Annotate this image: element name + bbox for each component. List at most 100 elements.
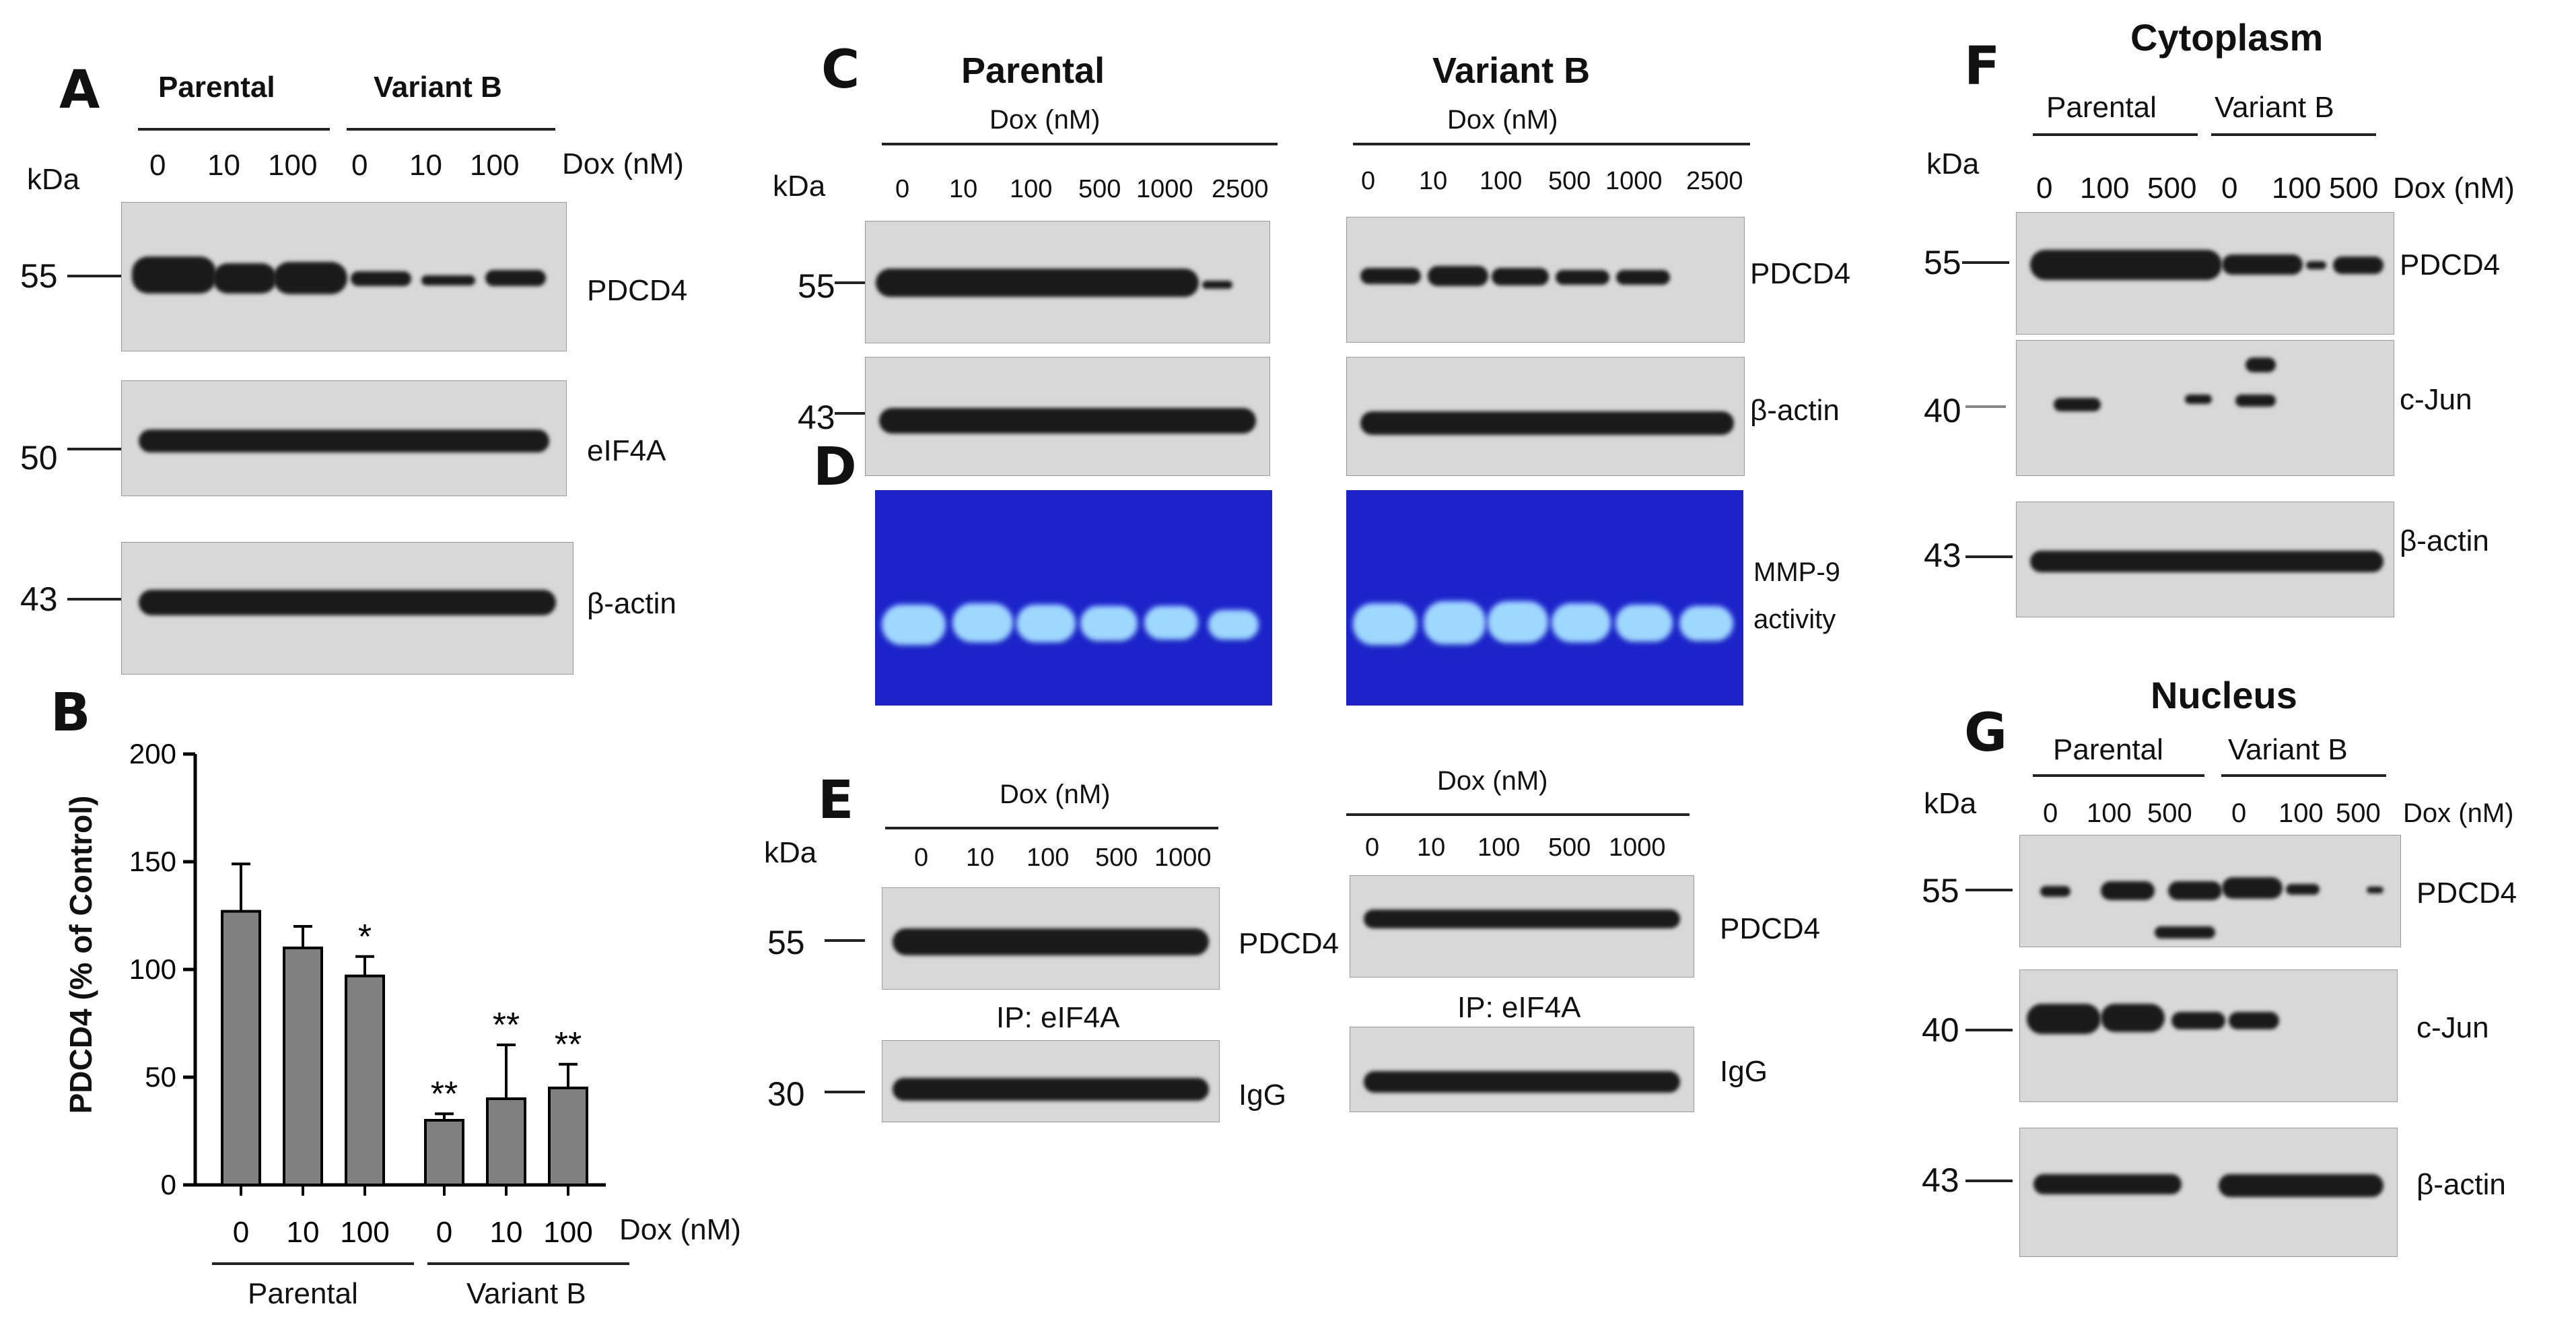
lane-label: 0 (2043, 798, 2058, 828)
protein-label: β-actin (2400, 524, 2489, 557)
protein-label: eIF4A (587, 434, 666, 467)
lane-label: 10 (949, 175, 978, 203)
lane-label: 0 (351, 149, 368, 182)
significance-label: * (358, 918, 372, 957)
band (1556, 270, 1609, 285)
blot-beta-actin (121, 542, 573, 675)
band (2246, 357, 2276, 372)
band (2306, 261, 2326, 269)
blot-pdcd4-parental (865, 221, 1270, 343)
bar (345, 974, 385, 1186)
protein-label: c-Jun (2400, 383, 2472, 416)
lane-label: 0 (1365, 833, 1380, 862)
band (1492, 268, 1549, 285)
mw-tick (1965, 889, 2013, 891)
protein-label: PDCD4 (2416, 877, 2517, 910)
group-underline (2211, 133, 2376, 136)
significance-label: ** (555, 1025, 582, 1064)
dox-label: Dox (nM) (1000, 780, 1111, 809)
dox-label: Dox (nM) (619, 1213, 741, 1246)
group-underline (2033, 774, 2204, 777)
group-label-variant-b: Variant B (466, 1277, 586, 1310)
zymogram-band (1615, 605, 1673, 642)
group-label-variant-b: Variant B (2228, 733, 2348, 766)
group-underline (138, 128, 330, 131)
zymogram-band (1016, 605, 1076, 642)
band (876, 269, 1199, 297)
dox-label: Dox (nM) (1447, 105, 1558, 135)
zymogram-band (1144, 606, 1198, 640)
protein-label: PDCD4 (1720, 912, 1821, 945)
dox-underline (885, 827, 1218, 829)
group-underline (2033, 133, 2198, 136)
panel-f-title: Cytoplasm (2130, 16, 2324, 59)
blot-igg-variant-b (1350, 1027, 1694, 1112)
lane-label: 500 (1548, 833, 1591, 862)
band (2027, 1004, 2101, 1034)
lane-label: 100 (1480, 167, 1523, 195)
blot-pdcd4-ip-parental (882, 887, 1220, 990)
band (2101, 881, 2155, 900)
lane-label: 500 (2329, 172, 2379, 205)
panel-label-b: B (50, 683, 91, 743)
protein-label: β-actin (587, 587, 676, 620)
band (1364, 1071, 1680, 1093)
band (2171, 1012, 2225, 1029)
y-tick-label: 50 (145, 1061, 176, 1093)
dox-label: Dox (nM) (562, 147, 684, 180)
panel-label-d: D (813, 437, 857, 498)
protein-label: PDCD4 (2400, 248, 2501, 281)
band (1616, 270, 1670, 285)
band (2185, 395, 2212, 404)
lane-label: 0 (895, 175, 910, 203)
x-tick-label: 100 (543, 1216, 592, 1249)
protein-label: β-actin (2416, 1168, 2506, 1201)
band (139, 590, 556, 615)
mw-marker: 55 (20, 257, 58, 295)
lane-label: 10 (409, 149, 442, 182)
band (879, 408, 1256, 434)
panel-label-f: F (1964, 36, 2000, 97)
bar-chart: 0 50 100 150 200 0 10 * 100 ** 0 ** 10 ** 100 (129, 738, 606, 1249)
lane-label: 100 (2272, 172, 2322, 205)
kda-label: kDa (773, 170, 826, 203)
x-tick-label: 0 (233, 1216, 249, 1249)
zymogram-band (952, 603, 1013, 642)
mw-tick (835, 281, 865, 284)
bar (486, 1097, 526, 1186)
zymogram-band (1488, 601, 1548, 643)
y-tick-label: 150 (129, 846, 176, 877)
blot-pdcd4-ip-variant-b (1350, 875, 1694, 978)
band (2168, 881, 2222, 900)
mmp9-label-line1: MMP-9 (1753, 557, 1840, 587)
mw-tick (1962, 261, 2009, 264)
mw-marker: 43 (1924, 537, 1961, 574)
blot-cjun-cytoplasm (2016, 340, 2394, 476)
zymogram-band (1424, 601, 1486, 644)
band (2367, 887, 2383, 893)
y-tick-label: 100 (129, 953, 176, 985)
group-label-parental: Parental (2046, 91, 2157, 124)
band (2101, 1004, 2165, 1032)
significance-label: ** (493, 1006, 520, 1045)
blot-beta-actin-nucleus (2019, 1128, 2398, 1257)
band (1360, 411, 1734, 435)
lane-label: 100 (268, 149, 318, 182)
group-label-parental: Parental (248, 1277, 358, 1310)
lane-label: 100 (1010, 175, 1053, 203)
blot-eif4a (121, 380, 567, 496)
lane-label: 100 (1026, 844, 1070, 872)
mw-marker: 43 (798, 399, 835, 436)
band (2286, 884, 2320, 895)
lane-label: 100 (2080, 172, 2130, 205)
mw-tick (1965, 1029, 2013, 1031)
lane-label: 100 (1477, 833, 1521, 862)
band (2219, 1174, 2383, 1197)
blot-beta-actin-variant-b (1346, 357, 1745, 476)
panel-label-e: E (818, 770, 854, 831)
lane-label: 1000 (1609, 833, 1666, 862)
band (1360, 268, 1421, 284)
zymogram-variant-b (1346, 490, 1743, 706)
panel-label-g: G (1964, 703, 2008, 763)
dox-underline (1346, 813, 1690, 816)
